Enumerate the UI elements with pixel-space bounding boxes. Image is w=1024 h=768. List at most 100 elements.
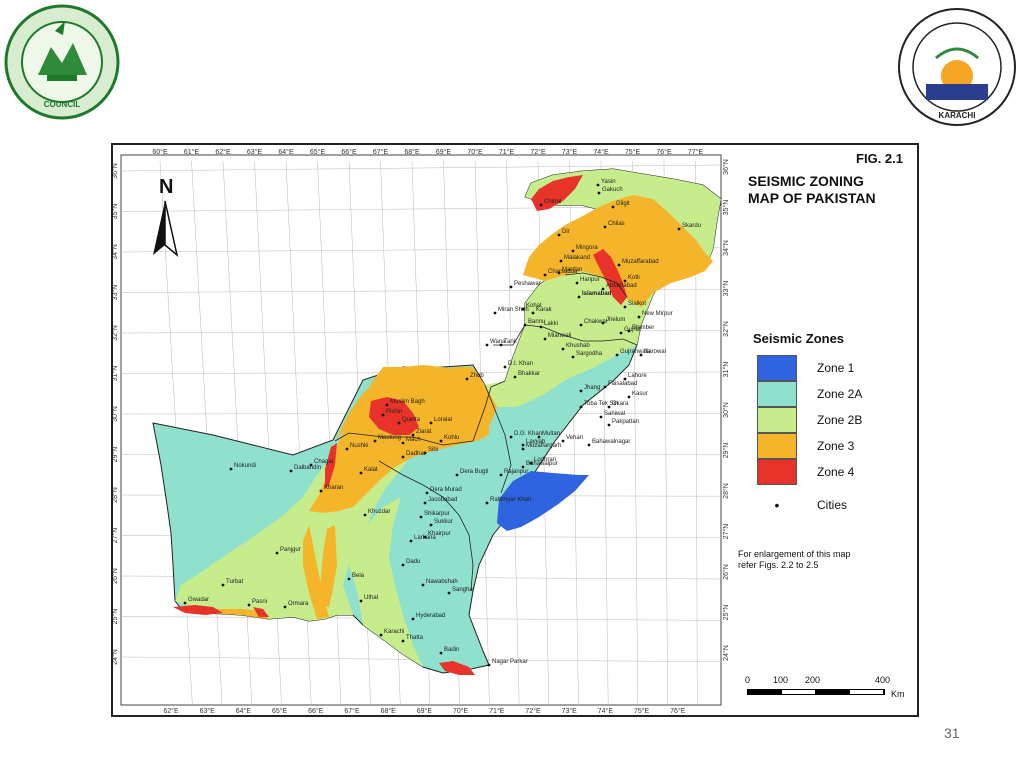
city-marker: Multan [537, 431, 560, 439]
city-marker: D.I. Khan [503, 361, 533, 369]
city-label: Wana [490, 339, 506, 345]
city-marker: Gakuch [597, 187, 623, 195]
city-marker: Jhelum [601, 317, 625, 325]
city-marker: Nagar Parkar [487, 659, 528, 667]
legend-label: Zone 3 [817, 439, 855, 453]
scale-bar: 0 100 200 400 Km [741, 675, 911, 705]
city-marker: Chagai [309, 459, 333, 467]
legend-item: Zone 1 [757, 355, 854, 381]
city-label: Turbat [226, 579, 243, 585]
note-line2: refer Figs. 2.2 to 2.5 [738, 560, 819, 570]
longitude-label-top: 71°E [499, 148, 515, 156]
city-marker: Bahawalpur [521, 461, 558, 469]
city-marker: Lakki [539, 321, 558, 329]
scale-unit: Km [891, 689, 905, 699]
city-label: Rahimyar Khan [490, 497, 531, 503]
city-marker: Yasin [596, 179, 616, 187]
legend-item: Zone 4 [757, 459, 854, 485]
city-label: Bahawalpur [526, 461, 558, 467]
longitude-label-top: 66°E [341, 148, 357, 156]
city-label: D.I. Khan [508, 361, 533, 367]
city-marker: Lahore [623, 373, 647, 381]
city-label: Lodhran [534, 457, 556, 463]
latitude-label-left: 25°N [113, 609, 119, 625]
longitude-label-top: 67°E [373, 148, 389, 156]
city-marker: Turbat [221, 579, 243, 587]
city-label: Bannu [528, 319, 545, 325]
latitude-label-right: 34°N [722, 240, 730, 256]
longitude-label-bottom: 63°E [200, 707, 216, 715]
latitude-label-left: 27°N [113, 528, 119, 544]
longitude-label-bottom: 71°E [489, 707, 505, 715]
city-marker: Sialkot [623, 301, 646, 309]
note-line1: For enlargement of this map [738, 549, 851, 559]
city-label: Sargodha [576, 351, 603, 357]
latitude-label-left: 33°N [113, 285, 119, 301]
city-marker: Chakwal [579, 319, 607, 327]
scale-label-0: 0 [745, 675, 751, 685]
city-marker: Jacobabad [423, 497, 457, 505]
city-label: Gujrat [624, 327, 641, 333]
pakistan-engineering-council-logo: COUNCIL [4, 4, 120, 120]
page-number: 31 [944, 725, 960, 741]
latitude-label-right: 29°N [722, 443, 730, 459]
city-marker: Quetta [397, 417, 421, 425]
city-label: Kotli [628, 275, 640, 281]
north-label: N [159, 176, 173, 198]
zone-4-region-kashmir [593, 249, 627, 305]
city-marker: Panjgur [275, 547, 301, 555]
latitude-label-left: 35°N [113, 204, 119, 220]
city-marker: Bahawalnagar [587, 439, 630, 447]
city-marker: Pakpattan [607, 419, 639, 427]
latitude-label-right: 24°N [722, 645, 730, 661]
city-marker: Kharan [319, 485, 343, 493]
city-label: Karachi [384, 629, 404, 635]
legend-label: Zone 1 [817, 361, 855, 375]
city-label: Uthal [364, 595, 378, 601]
latitude-label-left: 36°N [113, 163, 119, 179]
latitude-label-left: 29°N [113, 447, 119, 463]
latitude-label-left: 24°N [113, 649, 119, 665]
city-marker: Gilgit [611, 201, 630, 209]
latitude-label-right: 31°N [722, 362, 730, 378]
city-marker: Charsadda [543, 269, 578, 277]
city-label: Dera Murad [430, 487, 462, 493]
map-title-line1: SEISMIC ZONING [748, 173, 864, 189]
legend-swatch [757, 433, 797, 459]
city-marker: Bela [347, 573, 365, 581]
city-marker: Nushki [345, 443, 368, 451]
city-label: Malakand [564, 255, 590, 261]
city-label: Lahore [628, 373, 647, 379]
city-label: Khuzdar [368, 509, 390, 515]
city-marker: Chilas [603, 221, 625, 229]
city-label: Faisalabad [608, 381, 637, 387]
city-label: Kalat [364, 467, 378, 473]
map-title: SEISMIC ZONING MAP OF PAKISTAN [748, 173, 876, 207]
city-marker: Miran Shah [493, 307, 529, 315]
city-label: Mingora [576, 245, 598, 251]
city-label: Kasur [632, 391, 648, 397]
longitude-label-top: 60°E [152, 148, 168, 156]
city-marker: Layyah [521, 439, 545, 447]
city-label: Gilgit [616, 201, 630, 207]
zone-4-region-coast-west [173, 605, 223, 615]
city-label: Bahawalnagar [592, 439, 630, 445]
city-marker: Gujrat [619, 327, 641, 335]
city-marker: Muzaffargarh [521, 443, 561, 451]
enlargement-note: For enlargement of this map refer Figs. … [738, 549, 888, 571]
city-marker: Abbottabad [601, 283, 637, 291]
map-canvas: 60°E 61°E 62°E 63°E 64°E 65°E 66°E 67°E 68°E 69°E… [113, 148, 730, 715]
longitude-label-top: 72°E [530, 148, 546, 156]
city-marker: Islamabad [577, 291, 612, 299]
city-marker: Faisalabad [603, 381, 637, 389]
zone-4-region-chitral [531, 175, 583, 211]
latitude-label-left: 32°N [113, 325, 119, 341]
city-label: Tank [504, 339, 518, 345]
city-marker: Khairpur [423, 531, 451, 539]
scale-label-400: 400 [875, 675, 891, 685]
city-marker: Kalat [359, 467, 378, 475]
city-marker: Khuzdar [363, 509, 390, 517]
svg-text:COUNCIL: COUNCIL [44, 100, 81, 109]
longitude-label-top: 65°E [310, 148, 326, 156]
city-label: Okara [612, 401, 629, 407]
